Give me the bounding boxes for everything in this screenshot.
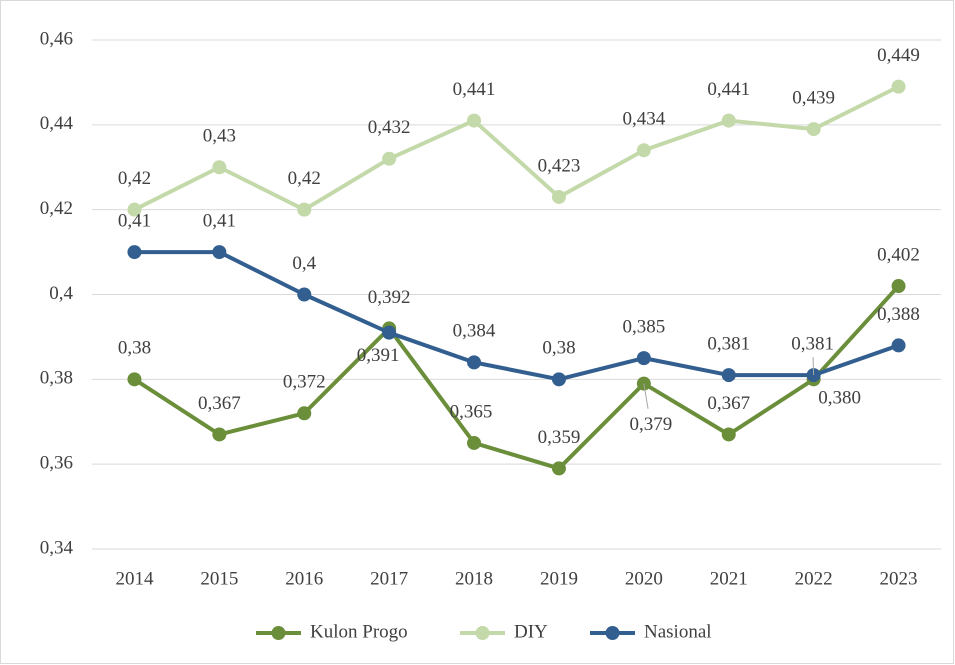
- data-label: 0,4: [292, 253, 316, 274]
- x-tick-label: 2022: [795, 568, 833, 589]
- y-tick-label: 0,38: [40, 368, 73, 389]
- series-line: [133, 84, 900, 212]
- y-tick-label: 0,44: [40, 113, 74, 134]
- legend-label: DIY: [514, 621, 548, 642]
- data-label: 0,42: [288, 168, 321, 189]
- data-label: 0,439: [792, 87, 835, 108]
- marker: [297, 406, 312, 421]
- data-label: 0,381: [707, 333, 750, 354]
- x-tick-label: 2016: [285, 568, 323, 589]
- marker: [551, 372, 566, 387]
- legend-marker: [605, 626, 620, 640]
- marker: [212, 160, 227, 175]
- data-label: 0,367: [707, 393, 750, 414]
- data-label: 0,372: [283, 372, 326, 393]
- leader-line: [643, 383, 649, 409]
- data-label: 0,41: [118, 210, 151, 231]
- marker: [297, 202, 312, 217]
- series: [127, 79, 906, 217]
- data-label: 0,379: [629, 414, 672, 435]
- marker: [551, 189, 566, 204]
- marker: [806, 122, 821, 137]
- data-label: 0,381: [791, 333, 834, 354]
- legend-label: Nasional: [644, 621, 712, 642]
- marker: [212, 427, 227, 442]
- x-tick-label: 2019: [540, 568, 578, 589]
- marker: [891, 338, 906, 353]
- marker: [721, 427, 736, 442]
- legend-marker: [475, 626, 490, 640]
- marker: [467, 435, 482, 450]
- marker: [467, 355, 482, 370]
- marker: [127, 372, 142, 387]
- marker: [382, 151, 397, 166]
- data-label: 0,441: [707, 79, 750, 100]
- data-label: 0,41: [203, 210, 236, 231]
- data-label: 0,38: [542, 338, 575, 359]
- marker: [891, 79, 906, 94]
- data-label: 0,38: [118, 338, 151, 359]
- data-label: 0,380: [818, 388, 861, 409]
- data-label: 0,391: [357, 345, 400, 366]
- data-label: 0,42: [118, 168, 151, 189]
- x-tick-label: 2020: [625, 568, 663, 589]
- data-label: 0,434: [622, 109, 665, 130]
- data-label: 0,367: [198, 393, 241, 414]
- marker: [467, 113, 482, 128]
- data-label: 0,441: [453, 79, 496, 100]
- marker: [721, 113, 736, 128]
- data-label: 0,384: [453, 321, 496, 342]
- data-label: 0,402: [877, 244, 920, 265]
- data-label: 0,423: [538, 155, 581, 176]
- marker: [551, 461, 566, 476]
- y-tick-label: 0,46: [40, 28, 73, 49]
- marker: [127, 202, 142, 217]
- data-label: 0,432: [368, 117, 411, 138]
- x-tick-label: 2014: [115, 568, 154, 589]
- data-label: 0,385: [622, 316, 665, 337]
- marker: [382, 325, 397, 340]
- data-label: 0,365: [450, 401, 493, 422]
- y-tick-label: 0,34: [40, 537, 74, 558]
- data-label: 0,392: [368, 287, 411, 308]
- y-tick-label: 0,36: [40, 453, 73, 474]
- marker: [212, 245, 227, 260]
- marker: [636, 143, 651, 158]
- legend-label: Kulon Progo: [310, 621, 408, 642]
- y-tick-label: 0,4: [49, 283, 73, 304]
- data-label: 0,449: [877, 45, 920, 66]
- marker: [891, 279, 906, 294]
- x-tick-label: 2021: [710, 568, 748, 589]
- x-tick-label: 2015: [200, 568, 238, 589]
- x-tick-label: 2018: [455, 568, 493, 589]
- leader-line: [812, 357, 815, 376]
- series-line: [133, 284, 901, 471]
- marker: [297, 287, 312, 302]
- marker: [636, 351, 651, 366]
- marker: [721, 368, 736, 383]
- data-label: 0,43: [203, 126, 236, 147]
- data-label: 0,359: [538, 427, 581, 448]
- x-tick-label: 2017: [370, 568, 408, 589]
- series-line: [134, 250, 900, 382]
- x-tick-label: 2023: [880, 568, 918, 589]
- legend-marker: [271, 626, 286, 640]
- marker: [127, 245, 142, 260]
- data-label: 0,388: [877, 304, 920, 325]
- y-tick-label: 0,42: [40, 198, 73, 219]
